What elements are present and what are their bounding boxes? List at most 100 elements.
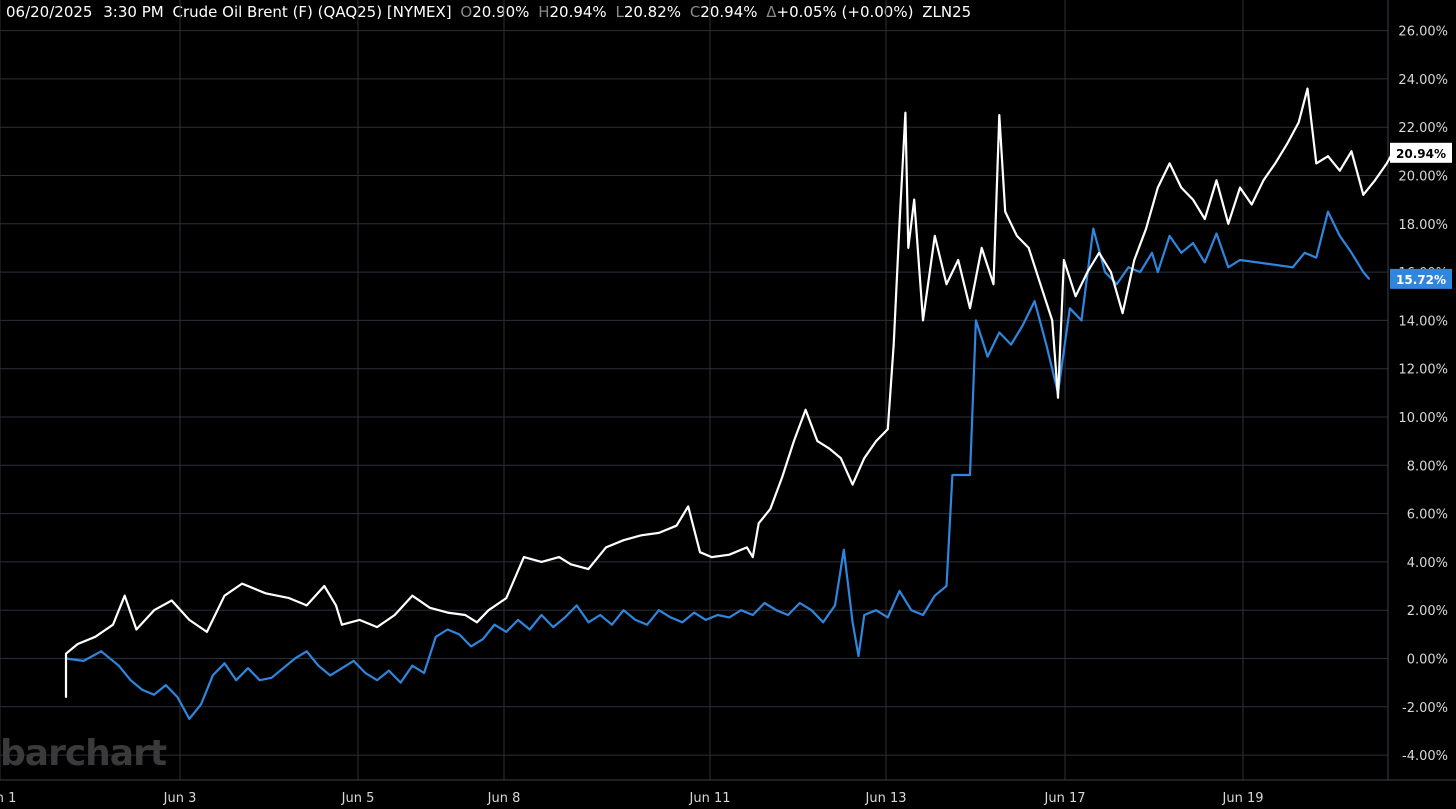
data-point xyxy=(1250,203,1253,206)
data-point xyxy=(1315,162,1318,165)
x-tick-label: Jun 3 xyxy=(163,791,197,806)
data-point xyxy=(517,619,519,621)
data-point xyxy=(1168,235,1171,237)
header-symbol[interactable]: Crude Oil Brent (F) (QAQ25) [NYMEX] xyxy=(172,3,452,21)
data-point xyxy=(1286,143,1288,146)
data-point xyxy=(575,604,578,607)
y-tick-label: 12.00% xyxy=(1398,363,1448,378)
data-point xyxy=(1110,271,1112,273)
data-point xyxy=(886,428,889,430)
data-point xyxy=(358,619,361,621)
data-point xyxy=(810,609,813,612)
data-point xyxy=(1215,232,1218,235)
data-point xyxy=(1385,162,1388,165)
data-point xyxy=(94,635,97,638)
series-line-zln25[interactable] xyxy=(65,210,1370,720)
data-point xyxy=(816,440,819,442)
data-point xyxy=(775,609,778,612)
data-point xyxy=(757,522,760,525)
data-point xyxy=(605,546,607,549)
data-point xyxy=(523,556,525,558)
data-point xyxy=(206,631,208,633)
data-point xyxy=(1074,295,1077,298)
data-point xyxy=(188,619,191,621)
compare-symbol[interactable]: ZLN25 xyxy=(922,3,972,21)
data-point xyxy=(716,614,719,616)
data-point xyxy=(117,664,120,667)
series-line-qaq25[interactable] xyxy=(64,87,1394,698)
data-point xyxy=(681,621,684,624)
data-point xyxy=(1156,271,1159,273)
data-point xyxy=(211,674,214,677)
data-point xyxy=(464,614,467,616)
y-tick-label: 4.00% xyxy=(1407,556,1448,571)
last-value-text: 20.94% xyxy=(1396,147,1446,161)
data-point xyxy=(1327,155,1329,158)
data-point xyxy=(376,679,378,682)
data-point xyxy=(1374,179,1376,182)
data-point xyxy=(793,440,795,442)
data-point xyxy=(746,546,748,549)
y-tick-label: 8.00% xyxy=(1407,459,1448,474)
data-point xyxy=(975,319,977,322)
data-point xyxy=(728,616,731,619)
data-point xyxy=(123,594,126,597)
data-point xyxy=(458,633,461,636)
data-point xyxy=(828,447,830,450)
data-point xyxy=(1027,247,1030,249)
data-point xyxy=(875,440,877,442)
data-point xyxy=(863,614,866,616)
last-value-labels: 15.72% 20.94% xyxy=(1390,142,1452,289)
data-point xyxy=(247,667,249,670)
data-point xyxy=(393,614,396,616)
data-point xyxy=(699,551,701,554)
data-point xyxy=(1115,283,1118,286)
data-point xyxy=(622,609,625,612)
y-tick-label: 24.00% xyxy=(1398,73,1448,88)
data-point xyxy=(399,681,402,684)
data-point xyxy=(669,616,672,619)
y-axis: 26.00%24.00%22.00%20.00%18.00%16.00%14.0… xyxy=(1387,0,1448,780)
grid-lines xyxy=(0,0,1388,780)
data-point xyxy=(922,319,924,322)
data-point xyxy=(1016,235,1018,237)
data-point xyxy=(1338,235,1341,237)
data-point xyxy=(842,548,845,551)
data-point xyxy=(1010,343,1012,346)
last-value-badge-zln25 xyxy=(1390,268,1452,289)
data-point xyxy=(223,662,226,665)
data-point xyxy=(1362,271,1365,273)
data-point xyxy=(1057,396,1059,399)
data-point xyxy=(1291,266,1294,269)
data-point xyxy=(241,582,244,585)
data-point xyxy=(153,609,156,612)
data-point xyxy=(258,679,261,682)
data-point xyxy=(446,628,449,631)
x-tick-label: Jun 19 xyxy=(1222,791,1264,806)
data-point xyxy=(564,616,566,619)
chart-header: 06/20/2025 3:30 PM Crude Oil Brent (F) (… xyxy=(6,3,971,21)
data-point xyxy=(945,283,948,286)
data-point xyxy=(1145,227,1147,230)
data-point xyxy=(429,606,431,609)
high-value: 20.94% xyxy=(549,3,607,21)
data-point xyxy=(1327,210,1329,213)
data-point xyxy=(1215,179,1218,182)
data-point xyxy=(781,476,783,479)
data-point xyxy=(446,611,449,614)
x-tick-label: Jun 1 xyxy=(0,791,16,806)
data-point xyxy=(769,507,772,510)
data-point xyxy=(1139,271,1142,273)
data-point xyxy=(1297,121,1300,124)
data-point xyxy=(264,592,267,595)
data-point xyxy=(235,679,238,682)
data-point xyxy=(1274,162,1277,165)
data-point xyxy=(839,457,842,459)
data-point xyxy=(282,667,285,670)
open-value: 20.90% xyxy=(472,3,530,21)
x-tick-label: Jun 17 xyxy=(1044,791,1086,806)
data-point xyxy=(294,657,296,660)
data-point xyxy=(65,652,67,655)
data-point xyxy=(945,585,948,587)
